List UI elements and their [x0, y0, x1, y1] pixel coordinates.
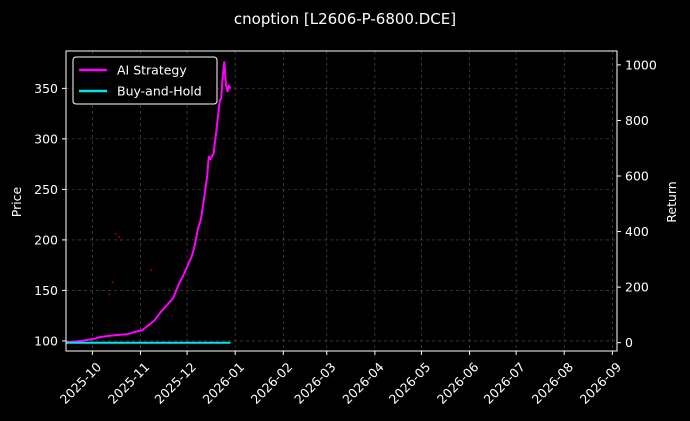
- legend-box: [72, 56, 218, 105]
- x-tick-label: 2026-07: [480, 359, 528, 407]
- x-tick-label: 2026-08: [529, 359, 577, 407]
- y-tick-label-right: 800: [625, 113, 649, 128]
- y-tick-label-right: 0: [625, 335, 633, 350]
- legend-label-buy-and-hold: Buy-and-Hold: [117, 84, 202, 99]
- trade-marker: [117, 235, 120, 238]
- plot-frame: [65, 50, 618, 352]
- y-tick-label-left: 200: [34, 232, 58, 247]
- x-tick-label: 2026-04: [339, 359, 387, 407]
- x-tick-label: 2026-03: [291, 359, 339, 407]
- x-tick-label: 2026-05: [386, 359, 434, 407]
- series-line-ai-strategy: [65, 61, 232, 344]
- legend-label-ai-strategy: AI Strategy: [117, 63, 187, 78]
- chart-title: cnoption [L2606-P-6800.DCE]: [234, 10, 456, 28]
- y-tick-label-right: 200: [625, 280, 649, 295]
- y-tick-label-right: 600: [625, 169, 649, 184]
- y-tick-label-right: 400: [625, 224, 649, 239]
- trade-marker: [108, 293, 111, 296]
- x-tick-label: 2025-12: [151, 359, 199, 407]
- y-tick-label-right: 1000: [625, 57, 657, 72]
- series-layer: [65, 61, 232, 344]
- x-tick-label: 2025-11: [105, 359, 153, 407]
- x-tick-label: 2026-06: [434, 359, 482, 407]
- y-axis-right-title: Return: [664, 181, 679, 222]
- trade-marker: [120, 238, 123, 241]
- legend: AI Strategy Buy-and-Hold: [72, 56, 218, 105]
- x-tick-label: 2026-09: [577, 359, 625, 407]
- x-tick-label: 2026-01: [200, 359, 248, 407]
- y-axis-left-title: Price: [9, 186, 24, 217]
- trade-marker: [111, 281, 114, 284]
- y-tick-label-left: 100: [34, 333, 58, 348]
- x-tick-label: 2026-02: [248, 359, 296, 407]
- y-tick-label-left: 300: [34, 131, 58, 146]
- y-tick-label-left: 150: [34, 283, 58, 298]
- trade-marker: [150, 269, 153, 272]
- y-tick-label-left: 250: [34, 182, 58, 197]
- x-tick-label: 2025-10: [57, 359, 105, 407]
- y-tick-label-left: 350: [34, 81, 58, 96]
- axis-layer: 2025-10 2025-11 2025-12 2026-01 2026-022026-…: [34, 57, 657, 406]
- trade-marker: [114, 232, 117, 235]
